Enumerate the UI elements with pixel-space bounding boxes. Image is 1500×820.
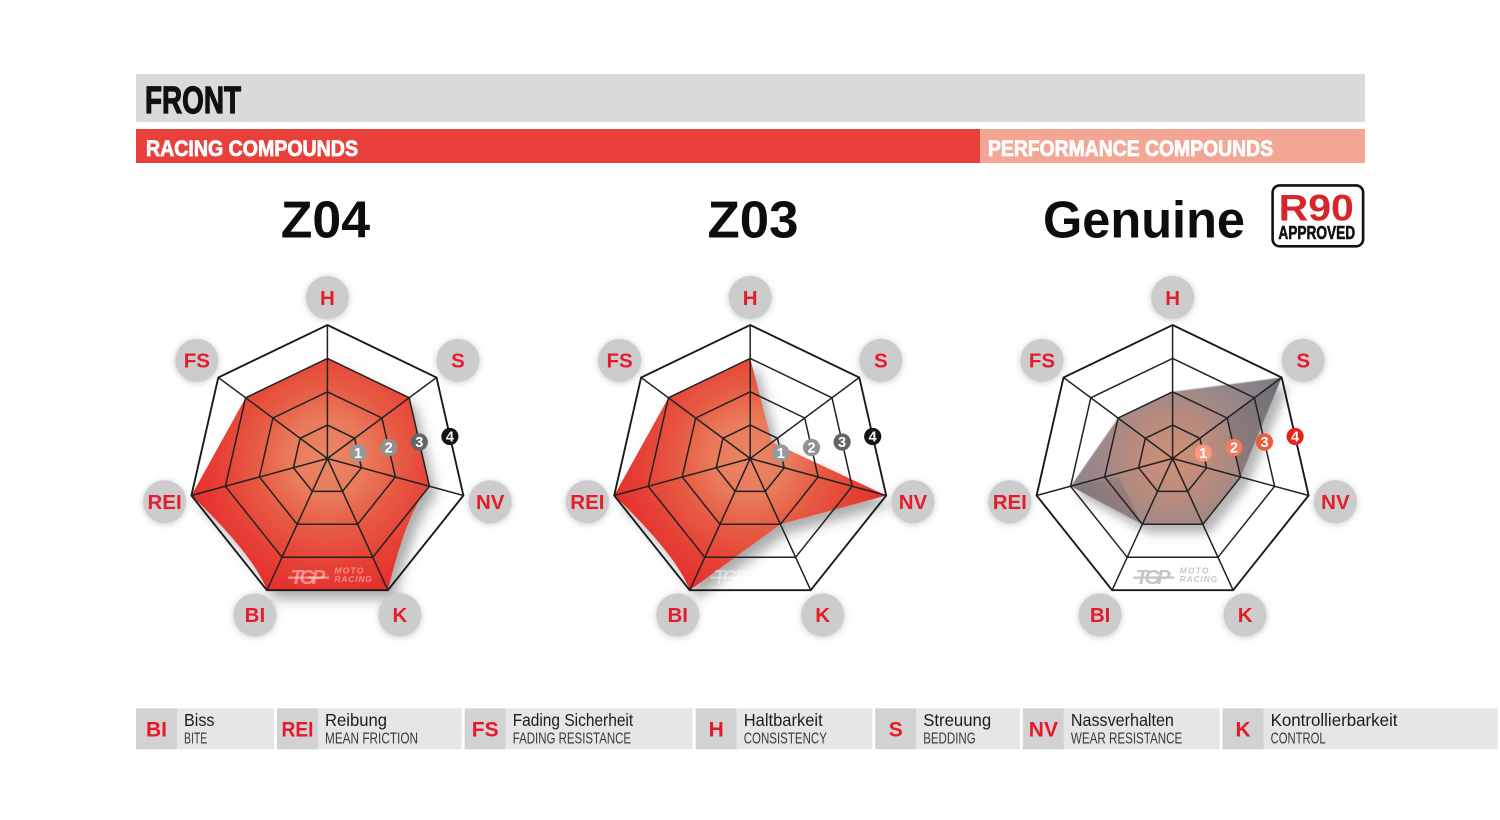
svg-text:1: 1 — [777, 446, 785, 462]
svg-text:RACING: RACING — [334, 574, 372, 584]
svg-text:WEAR RESISTANCE: WEAR RESISTANCE — [1071, 731, 1182, 748]
svg-text:3: 3 — [415, 435, 423, 451]
svg-text:4: 4 — [1291, 430, 1299, 446]
svg-text:S: S — [1296, 350, 1310, 373]
svg-text:MOTO: MOTO — [334, 566, 364, 576]
svg-text:APPROVED: APPROVED — [1278, 223, 1355, 243]
svg-text:Nassverhalten: Nassverhalten — [1071, 710, 1174, 730]
svg-text:REI: REI — [148, 491, 182, 514]
svg-text:K: K — [1238, 604, 1253, 627]
svg-text:1: 1 — [354, 446, 362, 462]
svg-text:H: H — [709, 718, 724, 741]
svg-text:NV: NV — [1029, 718, 1058, 741]
svg-text:NV: NV — [476, 491, 505, 514]
svg-text:BI: BI — [245, 604, 266, 627]
svg-text:FADING RESISTANCE: FADING RESISTANCE — [513, 731, 631, 748]
svg-text:BI: BI — [1090, 604, 1111, 627]
svg-text:Fading Sicherheit: Fading Sicherheit — [513, 710, 634, 730]
svg-text:S: S — [889, 718, 903, 741]
svg-text:1: 1 — [1199, 446, 1207, 462]
svg-text:2: 2 — [807, 441, 815, 457]
svg-text:FS: FS — [606, 350, 632, 373]
svg-text:REI: REI — [570, 491, 604, 514]
svg-text:BEDDING: BEDDING — [923, 731, 976, 748]
svg-text:Haltbarkeit: Haltbarkeit — [744, 710, 823, 730]
svg-text:CONSISTENCY: CONSISTENCY — [744, 731, 827, 748]
svg-text:MOTO: MOTO — [757, 566, 787, 576]
svg-text:S: S — [451, 350, 465, 373]
svg-text:TGP: TGP — [290, 566, 325, 589]
svg-text:H: H — [1165, 287, 1180, 310]
svg-text:3: 3 — [838, 435, 846, 451]
svg-text:4: 4 — [446, 430, 454, 446]
svg-text:REI: REI — [282, 718, 314, 741]
svg-text:2: 2 — [1230, 441, 1238, 457]
svg-text:H: H — [320, 287, 335, 310]
svg-text:Genuine: Genuine — [1043, 192, 1245, 250]
svg-text:NV: NV — [899, 491, 928, 514]
svg-text:Biss: Biss — [184, 710, 215, 730]
svg-text:PERFORMANCE COMPOUNDS: PERFORMANCE COMPOUNDS — [988, 136, 1273, 161]
svg-text:S: S — [874, 350, 888, 373]
svg-text:RACING COMPOUNDS: RACING COMPOUNDS — [146, 136, 358, 161]
svg-text:CONTROL: CONTROL — [1271, 731, 1326, 748]
svg-text:Z04: Z04 — [281, 192, 370, 250]
svg-text:3: 3 — [1260, 435, 1268, 451]
svg-text:BITE: BITE — [184, 731, 207, 748]
svg-text:Z03: Z03 — [708, 192, 799, 250]
svg-text:FS: FS — [472, 718, 499, 741]
svg-text:4: 4 — [869, 430, 877, 446]
svg-text:FS: FS — [184, 350, 210, 373]
svg-text:MOTO: MOTO — [1180, 566, 1210, 576]
svg-text:NV: NV — [1321, 491, 1350, 514]
svg-text:H: H — [743, 287, 758, 310]
svg-text:Reibung: Reibung — [325, 710, 387, 730]
svg-text:2: 2 — [385, 441, 393, 457]
svg-text:FRONT: FRONT — [145, 80, 241, 122]
svg-text:Streuung: Streuung — [923, 710, 991, 730]
svg-text:K: K — [815, 604, 830, 627]
svg-text:R90: R90 — [1279, 187, 1354, 229]
svg-text:RACING: RACING — [757, 574, 795, 584]
svg-text:FS: FS — [1029, 350, 1055, 373]
svg-text:REI: REI — [993, 491, 1027, 514]
svg-text:K: K — [1236, 718, 1251, 741]
svg-text:BI: BI — [146, 718, 167, 741]
svg-text:Kontrollierbarkeit: Kontrollierbarkeit — [1271, 710, 1398, 730]
svg-text:TGP: TGP — [713, 566, 748, 589]
svg-text:RACING: RACING — [1180, 574, 1218, 584]
svg-text:BI: BI — [667, 604, 688, 627]
svg-text:K: K — [392, 604, 407, 627]
svg-text:MEAN FRICTION: MEAN FRICTION — [325, 731, 418, 748]
